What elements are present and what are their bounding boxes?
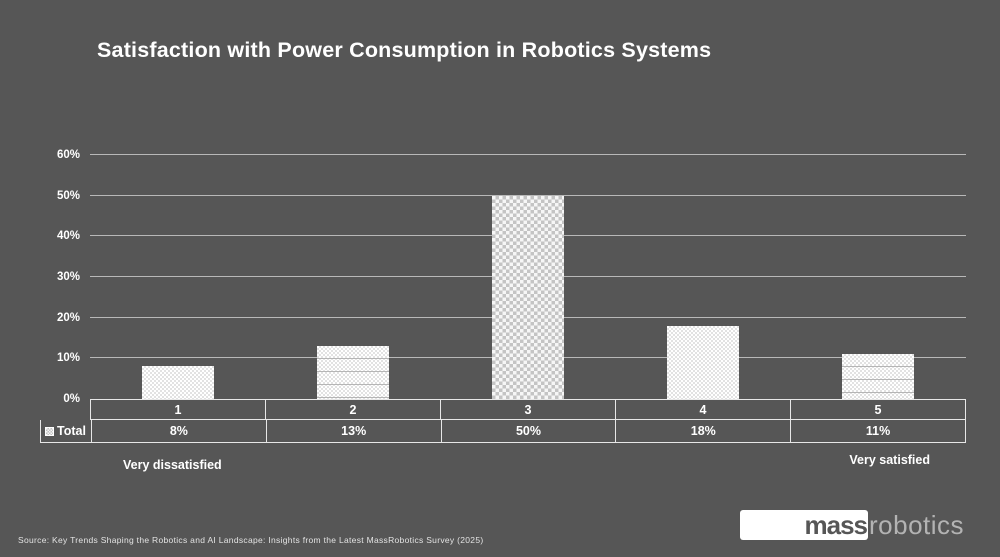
gridline-60 (90, 154, 966, 155)
value-cell-2: 13% (265, 420, 441, 442)
value-cell-4: 18% (615, 420, 790, 442)
bar-column-3 (440, 155, 615, 399)
gridline-50 (90, 194, 966, 196)
chart-title: Satisfaction with Power Consumption in R… (97, 38, 712, 62)
y-tick-label-10: 10% (56, 352, 80, 365)
y-tick-label-0: 0% (63, 393, 80, 405)
bar-column-2 (265, 155, 440, 399)
category-cell-5: 5 (790, 400, 965, 419)
plot-area (90, 154, 966, 399)
axis-annotation-very-satisfied: Very satisfied (849, 453, 930, 467)
y-axis: 0% 10% 20% 30% 40% 50% 60% (0, 149, 80, 405)
bar-5 (842, 354, 915, 399)
logo-text-mass: mass (804, 510, 868, 540)
category-cell-1: 1 (174, 402, 182, 417)
massrobotics-logo: mass robotics (740, 510, 964, 540)
legend-cell: Total (41, 420, 91, 442)
logo-text-robotics: robotics (869, 510, 965, 540)
category-cell-4: 4 (615, 400, 790, 419)
source-citation: Source: Key Trends Shaping the Robotics … (18, 535, 484, 545)
y-tick-label-20: 20% (56, 311, 80, 324)
value-cell-3: 50% (440, 420, 616, 442)
bar-column-5 (791, 155, 966, 399)
y-tick-label-30: 30% (56, 271, 80, 283)
axis-annotation-very-dissatisfied: Very dissatisfied (123, 458, 222, 472)
y-tick-label-50: 50% (56, 189, 80, 202)
bar-1 (141, 366, 214, 399)
value-cell-5: 11% (790, 420, 965, 442)
table-value-row: Total 8% 13% 50% 18% 11% (40, 420, 966, 443)
logo-white-box: mass (740, 510, 868, 540)
bar-column-1 (90, 155, 265, 399)
bar-4 (667, 325, 740, 399)
value-cell-1: 8% (91, 420, 266, 442)
bar-2 (316, 346, 389, 399)
category-cell-2: 2 (265, 400, 440, 419)
y-tick-label-40: 40% (56, 230, 80, 243)
legend-swatch-icon (45, 426, 54, 436)
bar-3 (492, 195, 564, 399)
legend-label: Total (57, 424, 86, 438)
category-cell-3: 3 (440, 400, 615, 419)
bar-column-4 (616, 155, 791, 399)
bars-container (90, 155, 966, 399)
y-tick-label-60: 60% (56, 149, 80, 161)
